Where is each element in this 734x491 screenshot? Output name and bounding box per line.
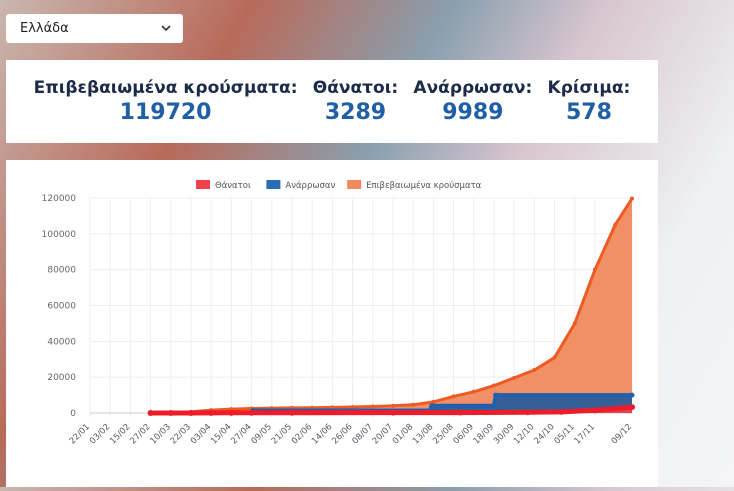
x-tick-label: 14/06 <box>310 422 334 446</box>
stat-label: Ανάρρωσαν: <box>413 78 533 98</box>
legend-swatch <box>266 180 281 189</box>
x-tick-label: 26/06 <box>330 422 354 446</box>
series-area <box>150 395 633 413</box>
x-tick-label: 05/11 <box>552 422 576 446</box>
chevron-down-icon <box>161 21 171 36</box>
data-point <box>451 394 456 399</box>
data-point <box>552 355 557 360</box>
x-tick-label: 15/04 <box>209 422 233 446</box>
country-select[interactable]: Ελλάδα <box>6 14 183 43</box>
x-tick-label: 03/02 <box>88 422 112 446</box>
x-tick-label: 27/04 <box>229 422 253 446</box>
x-tick-label: 30/09 <box>492 422 516 446</box>
data-point <box>532 368 537 372</box>
data-point <box>592 267 597 272</box>
legend-label: Θάνατοι <box>215 181 251 191</box>
data-point <box>524 409 531 416</box>
x-tick-label: 17/11 <box>573 422 597 446</box>
data-point <box>187 409 194 416</box>
stat-deaths: Θάνατοι: 3289 <box>313 78 398 125</box>
data-point <box>558 408 565 415</box>
x-tick-label: 15/02 <box>108 422 132 446</box>
legend-label: Επιβεβαιωμένα κρούσματα <box>366 180 481 191</box>
stat-critical: Κρίσιμα: 578 <box>548 78 631 125</box>
x-tick-label: 20/07 <box>371 422 395 446</box>
data-point <box>389 409 396 416</box>
series-area <box>150 198 633 413</box>
data-point <box>493 392 499 398</box>
legend-swatch <box>347 180 362 189</box>
data-point <box>228 409 235 416</box>
x-tick-label: 10/03 <box>149 422 173 446</box>
x-tick-label: 02/06 <box>290 422 314 446</box>
data-point <box>591 407 598 414</box>
data-point <box>429 403 435 409</box>
stats-panel: Επιβεβαιωμένα κρούσματα: 119720 Θάνατοι: 3… <box>6 60 658 143</box>
data-point <box>411 402 416 407</box>
stat-value: 3289 <box>324 100 387 125</box>
data-point <box>248 409 255 416</box>
data-point <box>491 403 497 409</box>
stat-value: 119720 <box>119 100 212 125</box>
y-tick-label: 100000 <box>42 230 77 240</box>
x-tick-label: 12/10 <box>512 422 536 446</box>
data-point <box>629 392 635 398</box>
data-point <box>457 409 464 416</box>
stat-confirmed: Επιβεβαιωμένα κρούσματα: 119720 <box>34 78 298 125</box>
y-tick-label: 80000 <box>47 266 76 276</box>
y-tick-label: 60000 <box>47 302 76 312</box>
data-point <box>629 404 635 411</box>
y-tick-label: 20000 <box>47 373 76 383</box>
data-point <box>288 409 295 416</box>
data-point <box>147 410 154 416</box>
y-tick-label: 0 <box>70 409 76 419</box>
data-point <box>330 405 335 410</box>
data-point <box>572 321 577 326</box>
data-point <box>512 375 517 380</box>
data-point <box>630 196 634 201</box>
stat-label: Θάνατοι: <box>312 78 399 98</box>
y-tick-label: 120000 <box>42 194 77 204</box>
data-point <box>431 399 436 404</box>
x-tick-label: 09/05 <box>250 422 274 446</box>
data-point <box>208 409 215 416</box>
data-point <box>167 409 174 416</box>
country-select-value: Ελλάδα <box>20 21 69 36</box>
x-tick-label: 08/07 <box>351 422 375 446</box>
y-tick-label: 40000 <box>47 337 76 347</box>
data-point <box>491 383 496 388</box>
x-tick-label: 21/05 <box>270 422 294 446</box>
x-tick-label: 24/10 <box>532 422 556 446</box>
stat-label: Επιβεβαιωμένα κρούσματα: <box>33 78 298 98</box>
x-tick-label: 09/12 <box>610 422 634 446</box>
legend-label: Ανάρρωσαν <box>285 181 335 191</box>
x-tick-label: 06/09 <box>452 422 476 446</box>
x-tick-label: 03/04 <box>189 422 213 446</box>
stat-value: 578 <box>565 100 612 125</box>
x-tick-label: 27/02 <box>128 422 152 446</box>
data-point <box>613 222 618 227</box>
x-tick-label: 22/01 <box>68 422 92 446</box>
data-point <box>390 403 395 408</box>
x-tick-label: 01/08 <box>391 422 415 446</box>
covid-chart: Θάνατοι Ανάρρωσαν Επιβεβαιωμένα κρούσματα 0… <box>42 180 635 446</box>
stat-recovered: Ανάρρωσαν: 9989 <box>413 78 532 125</box>
data-point <box>350 405 355 410</box>
data-point <box>370 404 375 409</box>
x-tick-label: 18/09 <box>472 422 496 446</box>
x-tick-label: 22/03 <box>169 422 193 446</box>
x-tick-label: 13/08 <box>411 422 435 446</box>
data-point <box>471 389 476 394</box>
chart-card: Θάνατοι Ανάρρωσαν Επιβεβαιωμένα κρούσματα 0… <box>6 160 658 487</box>
x-tick-label: 25/08 <box>431 422 455 446</box>
stat-label: Κρίσιμα: <box>547 78 631 98</box>
stat-value: 9989 <box>442 100 504 125</box>
legend-swatch <box>196 180 210 189</box>
